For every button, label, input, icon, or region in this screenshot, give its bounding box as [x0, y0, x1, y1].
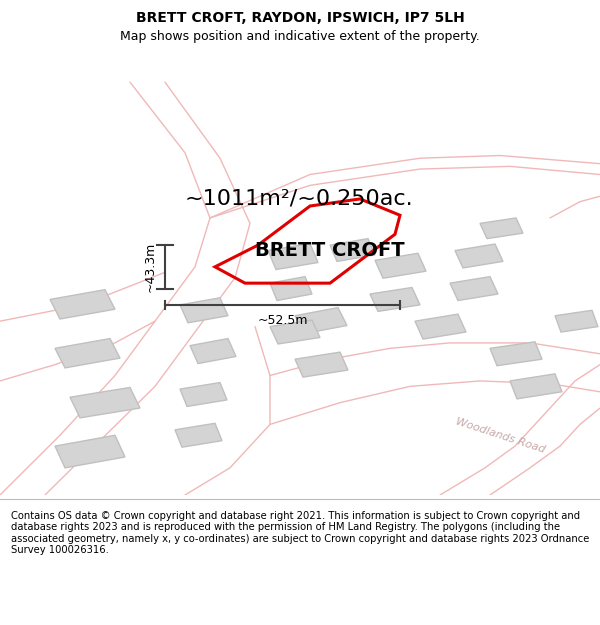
- Polygon shape: [375, 253, 426, 278]
- Text: BRETT CROFT, RAYDON, IPSWICH, IP7 5LH: BRETT CROFT, RAYDON, IPSWICH, IP7 5LH: [136, 11, 464, 25]
- Polygon shape: [330, 239, 375, 261]
- Text: Map shows position and indicative extent of the property.: Map shows position and indicative extent…: [120, 30, 480, 43]
- Polygon shape: [370, 288, 420, 311]
- Polygon shape: [480, 218, 523, 239]
- Polygon shape: [50, 289, 115, 319]
- Polygon shape: [190, 339, 236, 364]
- Text: ~52.5m: ~52.5m: [257, 314, 308, 327]
- Polygon shape: [510, 374, 562, 399]
- Polygon shape: [295, 308, 347, 334]
- Text: Contains OS data © Crown copyright and database right 2021. This information is : Contains OS data © Crown copyright and d…: [11, 511, 589, 556]
- Polygon shape: [415, 314, 466, 339]
- Text: ~43.3m: ~43.3m: [144, 242, 157, 292]
- Polygon shape: [295, 352, 348, 377]
- Polygon shape: [175, 423, 222, 448]
- Polygon shape: [70, 388, 140, 418]
- Polygon shape: [270, 320, 320, 344]
- Polygon shape: [268, 244, 318, 269]
- Polygon shape: [455, 244, 503, 268]
- Polygon shape: [490, 342, 542, 366]
- Polygon shape: [450, 277, 498, 301]
- Text: BRETT CROFT: BRETT CROFT: [255, 241, 405, 260]
- Polygon shape: [55, 339, 120, 368]
- Text: Woodlands Road: Woodlands Road: [454, 416, 546, 454]
- Polygon shape: [180, 298, 228, 322]
- Text: ~1011m²/~0.250ac.: ~1011m²/~0.250ac.: [185, 188, 413, 208]
- Polygon shape: [555, 310, 598, 332]
- Polygon shape: [270, 277, 312, 301]
- Polygon shape: [180, 382, 227, 406]
- Polygon shape: [55, 435, 125, 468]
